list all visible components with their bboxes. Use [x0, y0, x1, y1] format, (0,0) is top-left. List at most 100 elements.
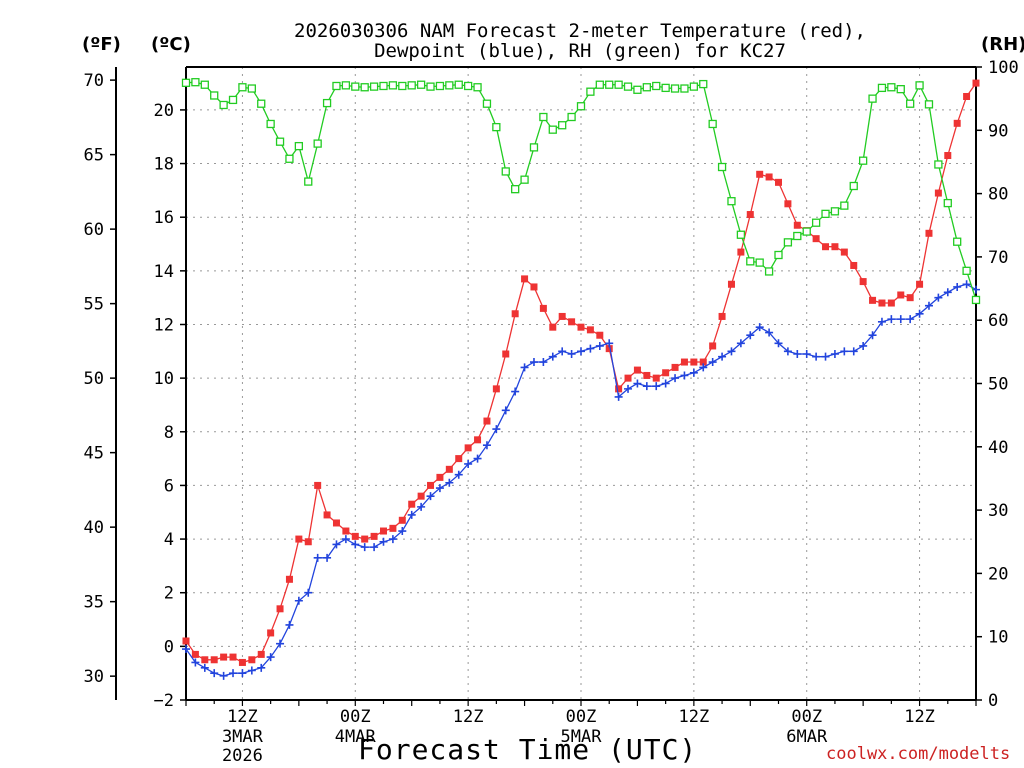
dewpoint-point	[595, 341, 604, 350]
temperature-point	[887, 299, 895, 307]
temperature-point	[690, 358, 698, 366]
dewpoint-point	[492, 425, 501, 434]
fahrenheit-tick-label: 35	[84, 593, 104, 613]
dewpoint-point	[859, 341, 868, 350]
dewpoint-point	[445, 478, 454, 487]
rh-point	[576, 102, 586, 111]
rh-point	[369, 82, 379, 91]
rh-point	[520, 175, 529, 184]
rh-tick-label: 30	[988, 501, 1008, 521]
celsius-tick-label: 20	[154, 101, 174, 121]
temperature-point	[756, 170, 764, 178]
rh-point	[652, 81, 661, 91]
rh-point	[313, 139, 322, 148]
temperature-point	[455, 455, 463, 463]
temperature-point	[558, 312, 566, 320]
rh-point	[379, 81, 388, 91]
temperature-point	[746, 211, 754, 219]
rh-point	[877, 83, 887, 93]
x-axis-title: Forecast Time (UTC)	[358, 733, 698, 766]
temperature-point	[784, 200, 792, 208]
temperature-point	[483, 417, 491, 425]
dewpoint-point	[529, 358, 538, 367]
x-tick-label: 12Z	[678, 707, 709, 727]
temperature-point	[840, 248, 848, 256]
dewpoint-point	[548, 352, 557, 361]
rh-point	[755, 258, 764, 267]
dewpoint-point	[953, 282, 962, 291]
temperature-point	[916, 280, 924, 288]
temperature-point	[389, 524, 397, 532]
dewpoint-point	[783, 347, 792, 356]
dewpoint-point	[257, 663, 266, 672]
temperature-point	[633, 366, 641, 374]
temperature-point	[408, 500, 416, 508]
dewpoint-point	[652, 382, 661, 391]
temperature-point	[539, 304, 547, 312]
dewpoint-point	[313, 553, 322, 562]
rh-point	[849, 181, 858, 191]
temperature-point	[615, 385, 623, 393]
rh-point	[727, 197, 736, 206]
temperature-point	[229, 653, 237, 661]
fahrenheit-tick-label: 50	[84, 369, 104, 389]
dewpoint-point	[765, 328, 774, 337]
temperature-point	[201, 656, 209, 664]
temperature-point	[812, 235, 820, 243]
rh-point	[266, 119, 275, 129]
temperature-point	[718, 312, 726, 320]
rh-point	[811, 218, 821, 227]
rh-point	[257, 99, 266, 108]
fahrenheit-tick-label: 40	[84, 518, 104, 538]
temperature-point	[342, 527, 350, 535]
rh-point	[746, 257, 755, 266]
dewpoint-point	[830, 349, 839, 358]
fahrenheit-tick-label: 55	[84, 295, 104, 315]
x-tick-label: 12Z	[904, 707, 935, 727]
dewpoint-point	[426, 492, 435, 501]
dewpoint-point	[821, 352, 830, 361]
x-date-label: 3MAR	[222, 727, 264, 747]
rh-point	[351, 82, 360, 91]
source-credit: coolwx.com/modelts	[826, 744, 1011, 764]
rh-point	[764, 267, 774, 276]
rh-point	[501, 167, 510, 176]
dewpoint-point	[614, 392, 623, 401]
dewpoint-point	[962, 280, 971, 289]
temperature-point	[427, 481, 435, 489]
fahrenheit-tick-label: 70	[84, 71, 104, 91]
celsius-tick-label: 8	[164, 423, 174, 443]
rh-tick-label: 100	[988, 58, 1019, 78]
fahrenheit-tick-label: 45	[84, 444, 104, 464]
temperature-point	[445, 465, 453, 473]
dewpoint-point	[689, 368, 698, 377]
rh-point	[896, 85, 905, 94]
rh-tick-label: 10	[988, 628, 1008, 648]
temperature-point	[380, 527, 387, 535]
dewpoint-point	[238, 669, 247, 678]
dewpoint-point	[435, 484, 444, 493]
temperature-point	[878, 299, 886, 307]
temperature-point	[643, 371, 651, 379]
dewpoint-point	[182, 645, 190, 654]
rh-point	[943, 198, 952, 208]
temperature-point	[869, 296, 877, 304]
rh-point	[633, 85, 642, 94]
dewpoint-point	[793, 349, 802, 358]
rh-point	[736, 230, 746, 239]
rh-point	[680, 84, 689, 93]
rh-point	[971, 295, 981, 305]
x-date-label: 6MAR	[786, 727, 828, 747]
rh-point	[661, 83, 670, 93]
temperature-point	[267, 629, 275, 637]
rh-point	[473, 83, 482, 92]
rh-point	[539, 112, 548, 122]
temperature-point	[680, 358, 688, 366]
rh-point	[953, 237, 962, 246]
rh-point	[445, 81, 454, 90]
temperature-point	[934, 189, 942, 197]
dewpoint-point	[417, 502, 426, 511]
celsius-tick-label: 10	[154, 369, 174, 389]
dewpoint-point	[586, 344, 595, 353]
rh-point	[924, 100, 934, 109]
